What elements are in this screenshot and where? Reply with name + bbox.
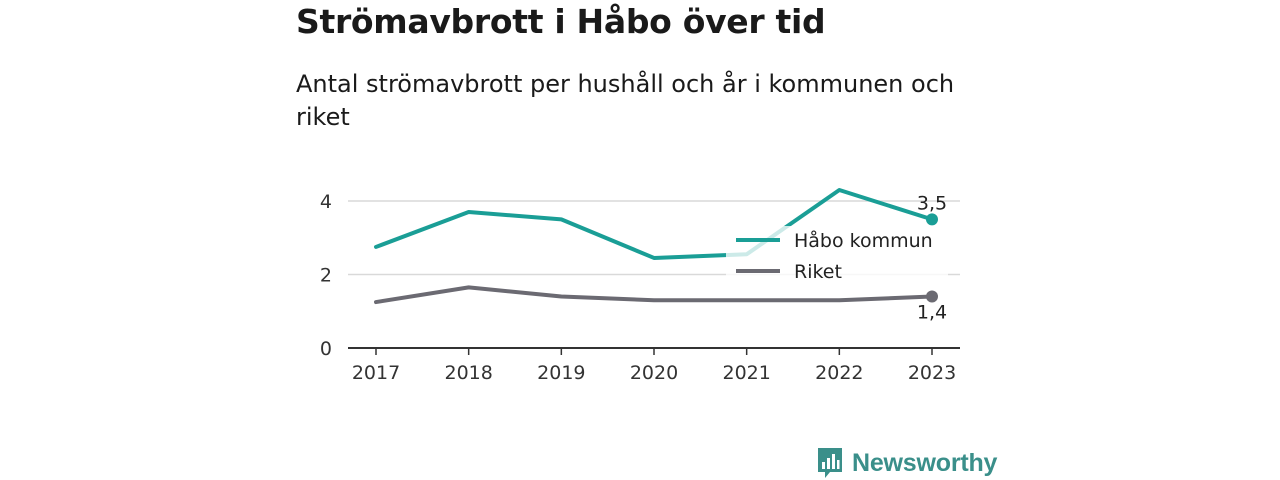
x-tick-label-2020: 2020	[630, 362, 678, 384]
end-value-label-0: 3,5	[917, 192, 947, 214]
y-tick-label-2: 2	[320, 265, 332, 287]
legend-label-1: Riket	[794, 261, 842, 283]
chart-subtitle: Antal strömavbrott per hushåll och år i …	[296, 70, 955, 131]
end-value-label-1: 1,4	[917, 302, 947, 324]
x-tick-label-2023: 2023	[908, 362, 956, 384]
series-lines	[374, 187, 938, 305]
legend-label-0: Håbo kommun	[794, 229, 933, 252]
x-tick-label-2021: 2021	[722, 362, 770, 384]
brand-name: Newsworthy	[852, 448, 998, 477]
bar-chart-logo-icon	[818, 448, 842, 478]
series-end-point-0	[926, 213, 938, 226]
x-axis: 2017 2018 2019 2020 2021 2022 2023	[348, 347, 960, 384]
series-line-1	[374, 285, 934, 305]
x-tick-label-2019: 2019	[537, 362, 585, 384]
legend: Håbo kommun Riket	[726, 226, 948, 290]
x-tick-label-2017: 2017	[352, 362, 400, 384]
x-tick-label-2022: 2022	[815, 362, 863, 384]
series-end-point-1	[926, 290, 938, 303]
end-labels: 3,5 1,4	[917, 192, 947, 323]
series-line-0	[374, 187, 934, 260]
legend-background	[726, 226, 948, 290]
y-tick-label-0: 0	[320, 338, 332, 360]
y-axis-ticks: 0 2 4	[320, 191, 332, 360]
y-tick-label-4: 4	[320, 191, 332, 213]
x-tick-label-2018: 2018	[444, 362, 492, 384]
newsworthy-brand: Newsworthy	[816, 446, 997, 480]
chart-title: Strömavbrott i Håbo över tid	[296, 2, 826, 41]
